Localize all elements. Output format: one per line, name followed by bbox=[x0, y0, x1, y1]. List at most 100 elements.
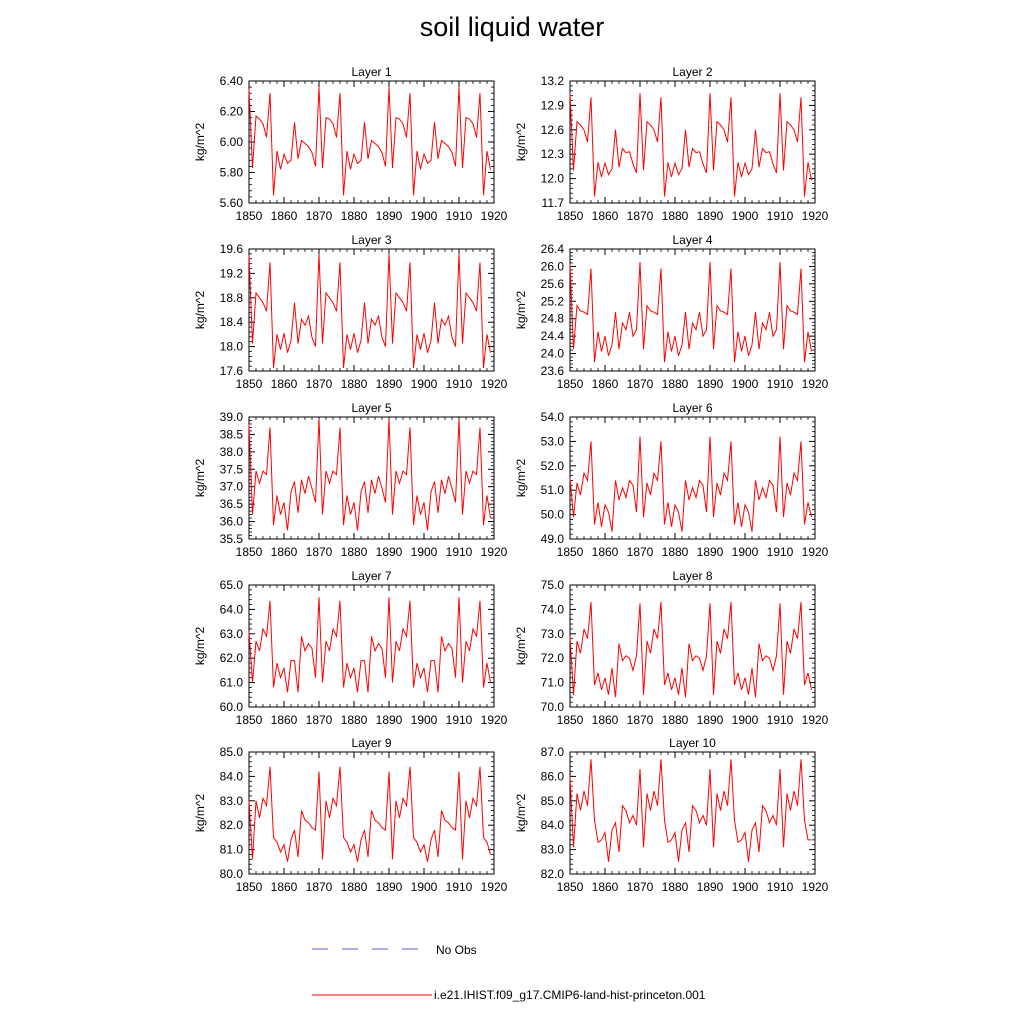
y-tick-label: 83.0 bbox=[541, 843, 565, 857]
legend: No Obs i.e21.IHIST.f09_g17.CMIP6-land-his… bbox=[312, 943, 706, 1002]
legend-label-model: i.e21.IHIST.f09_g17.CMIP6-land-hist-prin… bbox=[434, 988, 706, 1002]
data-series-line bbox=[248, 766, 491, 862]
y-tick-label: 6.00 bbox=[220, 135, 244, 149]
y-tick-label: 72.0 bbox=[541, 651, 565, 665]
y-tick-label: 24.0 bbox=[541, 347, 565, 361]
x-tick-label: 1890 bbox=[376, 377, 403, 391]
y-axis-label: kg/m^2 bbox=[514, 291, 528, 330]
data-series-line bbox=[248, 87, 491, 196]
y-tick-label: 73.0 bbox=[541, 627, 565, 641]
x-tick-label: 1860 bbox=[271, 377, 298, 391]
x-tick-label: 1870 bbox=[306, 545, 333, 559]
y-tick-label: 13.2 bbox=[541, 74, 565, 88]
y-tick-label: 37.0 bbox=[220, 480, 244, 494]
y-tick-label: 49.0 bbox=[541, 532, 565, 546]
y-tick-label: 18.0 bbox=[220, 340, 244, 354]
panel-title: Layer 6 bbox=[672, 401, 712, 415]
x-tick-label: 1860 bbox=[271, 713, 298, 727]
x-tick-label: 1870 bbox=[306, 880, 333, 894]
panel-layer-7: 1850 1860 1870 1880 1890 1900 1910 1920 60.0 61.0… bbox=[193, 569, 508, 727]
plot-frame bbox=[248, 751, 495, 875]
panel-layer-3: 1850 1860 1870 1880 1890 1900 1910 1920 17.6 18.0… bbox=[193, 233, 508, 391]
y-tick-label: 5.80 bbox=[220, 166, 244, 180]
x-tick-label: 1880 bbox=[341, 377, 368, 391]
y-tick-label: 36.5 bbox=[220, 497, 244, 511]
x-tick-label: 1860 bbox=[592, 880, 619, 894]
panel-title: Layer 4 bbox=[672, 233, 712, 247]
y-tick-label: 18.4 bbox=[220, 315, 244, 329]
x-tick-label: 1880 bbox=[662, 880, 689, 894]
y-tick-label: 24.8 bbox=[541, 312, 565, 326]
y-axis-label: kg/m^2 bbox=[193, 794, 207, 833]
y-tick-label: 11.7 bbox=[542, 196, 565, 210]
plot-frame bbox=[569, 80, 816, 204]
y-tick-label: 60.0 bbox=[220, 700, 244, 714]
x-tick-label: 1880 bbox=[662, 545, 689, 559]
x-tick-label: 1900 bbox=[411, 713, 438, 727]
x-tick-label: 1850 bbox=[557, 713, 584, 727]
y-tick-label: 26.4 bbox=[541, 242, 565, 256]
y-tick-label: 25.2 bbox=[541, 294, 565, 308]
panel-title: Layer 10 bbox=[669, 736, 716, 750]
x-tick-label: 1910 bbox=[446, 880, 473, 894]
y-tick-label: 80.0 bbox=[220, 867, 244, 881]
panel-layer-1: 1850 1860 1870 1880 1890 1900 1910 1920 5.60 5.80… bbox=[193, 65, 508, 223]
data-series-line bbox=[569, 759, 812, 862]
plot-frame bbox=[248, 80, 495, 204]
y-tick-label: 23.6 bbox=[541, 364, 565, 378]
x-tick-label: 1850 bbox=[236, 713, 263, 727]
x-tick-label: 1850 bbox=[557, 377, 584, 391]
y-tick-label: 6.40 bbox=[220, 74, 244, 88]
x-tick-label: 1850 bbox=[236, 545, 263, 559]
y-tick-label: 84.0 bbox=[220, 769, 244, 783]
y-tick-label: 50.0 bbox=[541, 508, 565, 522]
panel-layer-6: 1850 1860 1870 1880 1890 1900 1910 1920 49.0 50.0… bbox=[514, 401, 829, 559]
y-tick-label: 85.0 bbox=[220, 745, 244, 759]
y-tick-label: 26.0 bbox=[541, 259, 565, 273]
x-tick-label: 1880 bbox=[662, 377, 689, 391]
y-tick-label: 61.0 bbox=[220, 676, 244, 690]
y-tick-label: 70.0 bbox=[541, 700, 565, 714]
x-tick-label: 1910 bbox=[767, 880, 794, 894]
y-tick-label: 65.0 bbox=[220, 578, 244, 592]
y-tick-label: 12.9 bbox=[541, 98, 565, 112]
y-tick-label: 17.6 bbox=[220, 364, 244, 378]
y-tick-label: 71.0 bbox=[541, 676, 565, 690]
y-tick-label: 86.0 bbox=[541, 769, 565, 783]
x-tick-label: 1910 bbox=[446, 713, 473, 727]
y-tick-label: 12.3 bbox=[541, 147, 565, 161]
data-series-line bbox=[569, 93, 812, 197]
y-axis-label: kg/m^2 bbox=[514, 123, 528, 162]
figure-title: soil liquid water bbox=[419, 12, 605, 42]
plot-frame bbox=[569, 584, 816, 708]
y-tick-label: 84.0 bbox=[541, 818, 565, 832]
x-tick-label: 1920 bbox=[481, 209, 508, 223]
y-tick-label: 35.5 bbox=[220, 532, 244, 546]
y-axis-label: kg/m^2 bbox=[193, 627, 207, 666]
y-tick-label: 85.0 bbox=[541, 794, 565, 808]
y-tick-label: 19.6 bbox=[220, 242, 244, 256]
x-tick-label: 1880 bbox=[662, 209, 689, 223]
y-tick-label: 62.0 bbox=[220, 651, 244, 665]
x-tick-label: 1910 bbox=[767, 545, 794, 559]
y-axis-label: kg/m^2 bbox=[514, 794, 528, 833]
x-tick-label: 1900 bbox=[732, 880, 759, 894]
panel-layer-4: 1850 1860 1870 1880 1890 1900 1910 1920 23.6 24.0… bbox=[514, 233, 829, 391]
x-tick-label: 1870 bbox=[627, 545, 654, 559]
x-tick-label: 1850 bbox=[236, 880, 263, 894]
x-tick-label: 1890 bbox=[376, 545, 403, 559]
y-tick-label: 54.0 bbox=[541, 410, 565, 424]
x-tick-label: 1880 bbox=[341, 880, 368, 894]
legend-label-no-obs: No Obs bbox=[436, 943, 477, 957]
x-tick-label: 1850 bbox=[236, 209, 263, 223]
x-tick-label: 1900 bbox=[411, 545, 438, 559]
x-tick-label: 1920 bbox=[802, 713, 829, 727]
x-tick-label: 1880 bbox=[662, 713, 689, 727]
y-tick-label: 36.0 bbox=[220, 515, 244, 529]
x-tick-label: 1900 bbox=[732, 713, 759, 727]
plot-frame bbox=[569, 248, 816, 372]
x-tick-label: 1860 bbox=[592, 377, 619, 391]
data-series-line bbox=[248, 597, 491, 693]
x-tick-label: 1860 bbox=[271, 545, 298, 559]
